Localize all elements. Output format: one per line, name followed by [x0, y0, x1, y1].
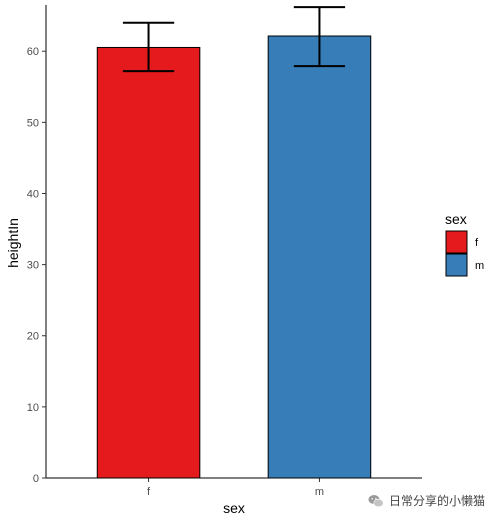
error-bar-m	[293, 6, 346, 68]
bar-m	[267, 35, 372, 479]
x-tick-label: f	[147, 486, 151, 498]
error-bars-layer	[122, 6, 346, 73]
legend-label-f: f	[475, 237, 479, 249]
y-tick-label: 50	[27, 117, 39, 129]
watermark: 日常分享的小懒猫	[368, 492, 485, 509]
x-axis-title: sex	[223, 500, 245, 516]
legend-title: sex	[445, 211, 467, 227]
bar-f	[96, 46, 201, 479]
bars-layer	[96, 35, 372, 479]
error-bar-f	[122, 21, 175, 73]
watermark-text: 日常分享的小懒猫	[389, 494, 486, 508]
legend-items: fm	[445, 230, 484, 277]
legend-key-f	[445, 230, 468, 254]
axes-layer: f m 0 10 20 30 40 50 60	[27, 5, 422, 498]
y-tick-label: 10	[27, 402, 39, 414]
legend-key-m	[445, 253, 468, 277]
y-tick-label: 40	[27, 188, 39, 200]
y-tick-label: 30	[27, 260, 39, 272]
legend: sex fm	[445, 211, 484, 277]
x-tick-label: m	[315, 486, 324, 498]
y-axis-title: heightIn	[5, 218, 21, 268]
legend-label-m: m	[475, 260, 484, 272]
y-tick-label: 60	[27, 46, 39, 58]
y-tick-label: 20	[27, 331, 39, 343]
wechat-logo-icon	[368, 494, 384, 507]
y-tick-label: 0	[33, 473, 39, 485]
